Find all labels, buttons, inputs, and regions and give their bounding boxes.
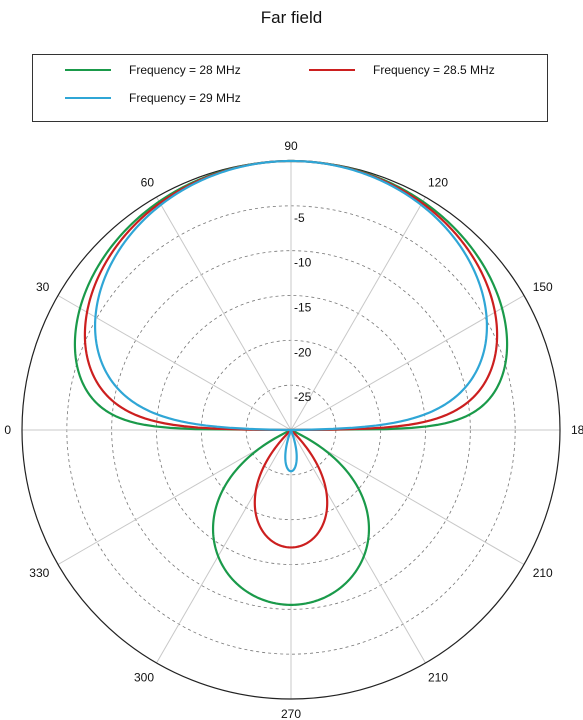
angle-tick-label-5: 150 [533,280,553,294]
angle-tick-label-10: 300 [134,671,154,685]
angle-tick-label-4: 120 [428,175,448,189]
angle-tick-label-7: 210 [533,566,553,580]
chart-title: Far field [260,8,323,27]
angle-tick-label-3: 90 [284,139,298,153]
spoke-8 [290,429,426,664]
series-line-0 [73,159,509,606]
spoke-11 [57,429,292,565]
spoke-7 [290,429,525,565]
spoke-2 [156,196,292,431]
legend-swatch-28-5mhz [309,69,355,71]
radial-tick-label-1: -10 [294,256,312,270]
legend-swatch-28mhz [65,69,111,71]
angle-tick-label-9: 270 [281,707,301,720]
legend-label-29mhz: Frequency = 29 MHz [129,91,241,105]
legend-item-29mhz: Frequency = 29 MHz [65,91,241,105]
angle-tick-label-11: 330 [29,566,49,580]
angle-tick-label-6: 180 [571,423,583,437]
radial-tick-label-4: -25 [294,390,312,404]
legend-label-28-5mhz: Frequency = 28.5 MHz [373,63,495,77]
legend: Frequency = 28 MHz Frequency = 28.5 MHz … [32,54,548,122]
spoke-4 [290,196,426,431]
series-line-2 [93,159,489,473]
spoke-1 [57,295,292,431]
angle-tick-label-2: 60 [141,175,155,189]
radial-tick-label-3: -20 [294,345,312,359]
radial-tick-label-2: -15 [294,301,312,315]
legend-label-28mhz: Frequency = 28 MHz [129,63,241,77]
legend-item-28-5mhz: Frequency = 28.5 MHz [309,63,495,77]
series-line-1 [83,159,499,549]
spoke-5 [290,295,525,431]
legend-item-28mhz: Frequency = 28 MHz [65,63,241,77]
radial-tick-label-0: -5 [294,211,305,225]
spoke-10 [156,429,292,664]
angle-tick-label-1: 30 [36,280,50,294]
angle-tick-label-0: 0 [4,423,11,437]
legend-swatch-29mhz [65,97,111,99]
angle-tick-label-8: 210 [428,671,448,685]
